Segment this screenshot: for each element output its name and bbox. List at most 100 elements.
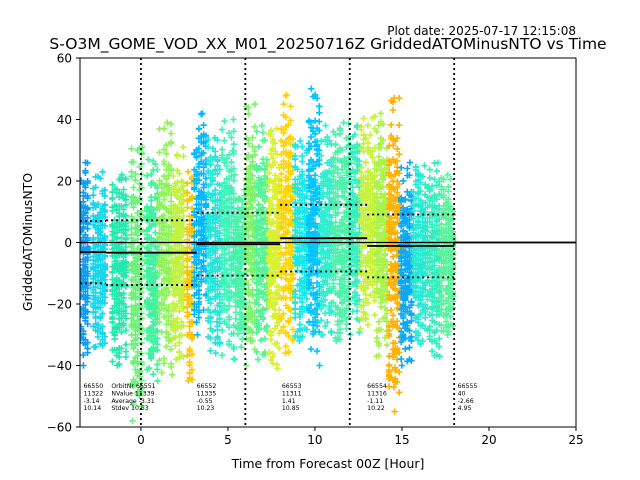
scatter-group-11 xyxy=(231,171,248,351)
orbit-annotation-line: 11316 xyxy=(367,390,387,397)
orbit-annotation-line: 11335 xyxy=(197,390,217,397)
scatter-group-13 xyxy=(253,122,271,363)
scatter-group-2 xyxy=(109,171,130,369)
scatter-point-outliers xyxy=(293,137,304,345)
orbit-annotation-line: -1.11 xyxy=(367,398,383,405)
scatter-point-outliers xyxy=(282,91,291,357)
scatter-point-outliers xyxy=(417,162,428,348)
plot-content: 66550 11322 -3.14 10.14 OrbitNr 66551 NValue … xyxy=(80,58,576,427)
scatter-point-outliers xyxy=(254,122,269,363)
scatter-point-outliers xyxy=(243,100,259,369)
scatter-point-column xyxy=(180,152,187,360)
scatter-group-15 xyxy=(278,91,297,357)
scatter-point-outliers xyxy=(398,159,414,369)
orbit-annotation-line: 10.14 xyxy=(83,405,101,412)
y-tick-label: −40 xyxy=(47,359,72,373)
scatter-point-outliers xyxy=(194,110,206,338)
orbit-annotation-line: 11311 xyxy=(282,390,302,397)
scatter-point-outliers xyxy=(319,122,335,338)
y-tick-label: 0 xyxy=(64,236,72,250)
scatter-group-7 xyxy=(183,168,196,385)
orbit-annotation-0: 66550 11322 -3.14 10.14 xyxy=(83,383,103,412)
y-axis-label: GriddedATOMinusNTO xyxy=(20,173,35,311)
orbit-annotation-line: -3.14 xyxy=(83,398,99,405)
orbit-annotation-line: 10.85 xyxy=(282,405,300,412)
chart-title: S-O3M_GOME_VOD_XX_M01_20250716Z GriddedA… xyxy=(49,35,606,54)
orbit-annotation-3: 66553 11311 1.41 10.85 xyxy=(282,383,302,412)
scatter-point-outliers xyxy=(229,116,238,363)
orbit-annotation-line: Stdev 10.53 xyxy=(111,405,148,412)
scatter-point-outliers xyxy=(183,168,192,385)
scatter-point-column xyxy=(438,174,445,335)
scatter-group-12 xyxy=(243,100,259,369)
orbit-annotation-line: 66552 xyxy=(197,383,217,390)
scatter-point-outliers xyxy=(173,144,187,363)
x-tick-label: 25 xyxy=(568,433,583,447)
scatter-point-outliers xyxy=(211,134,221,357)
scatter-group-16 xyxy=(292,137,310,345)
x-tick-label: 20 xyxy=(481,433,496,447)
y-tick-label: 60 xyxy=(57,52,72,66)
scatter-point-outliers xyxy=(444,171,454,338)
orbit-annotation-line: 11322 xyxy=(83,390,103,397)
scatter-point-column xyxy=(101,187,109,347)
x-axis: 0 5 10 15 20 25 xyxy=(137,427,584,447)
scatter-point-column xyxy=(385,142,393,390)
y-tick-label: −60 xyxy=(47,421,72,435)
x-tick-label: 5 xyxy=(224,433,232,447)
scatter-group-22 xyxy=(373,110,391,360)
scatter-point-column xyxy=(152,160,159,353)
orbit-annotation-line: NValue 11339 xyxy=(111,390,154,397)
scatter-group-10 xyxy=(218,116,238,363)
scatter-group-23 xyxy=(385,94,403,415)
scatter-group-26 xyxy=(424,159,443,360)
x-tick-label: 10 xyxy=(307,433,322,447)
orbit-annotation-line: 10.22 xyxy=(367,405,385,412)
scatter-group-1 xyxy=(90,168,109,351)
y-tick-label: 20 xyxy=(57,175,72,189)
orbit-annotation-line: 40 xyxy=(458,390,466,397)
scatter-point-outliers xyxy=(373,110,388,360)
orbit-annotation-line: 66553 xyxy=(282,383,302,390)
orbit-annotation-line: OrbitNr 66551 xyxy=(111,383,155,390)
scatter-point-outliers xyxy=(145,156,161,385)
scatter-point-outliers xyxy=(333,119,347,345)
orbit-annotation-line: -0.55 xyxy=(197,398,213,405)
scatter-group-9 xyxy=(205,134,223,357)
scatter-point-outliers xyxy=(231,171,245,351)
orbit-annotation-line: 10.23 xyxy=(197,405,215,412)
plot-area: 66550 11322 -3.14 10.14 OrbitNr 66551 NValue … xyxy=(80,58,576,427)
scatter-group-8 xyxy=(191,110,210,338)
scatter-point-column xyxy=(263,156,271,335)
scatter-point-outliers xyxy=(390,94,398,415)
orbit-annotation-line: 66550 xyxy=(83,383,103,390)
orbit-annotation-line: Average -3.31 xyxy=(111,398,154,405)
scatter-point-outliers xyxy=(129,144,146,425)
x-tick-label: 15 xyxy=(394,433,409,447)
scatter-group-6 xyxy=(170,144,187,363)
x-tick-label: 0 xyxy=(137,433,145,447)
scatter-point-outliers xyxy=(305,85,323,369)
scatter-group-24 xyxy=(398,159,415,369)
x-axis-label: Time from Forecast 00Z [Hour] xyxy=(231,456,425,471)
scatter-group-0 xyxy=(80,159,91,369)
scatter-group-4 xyxy=(143,156,161,385)
orbit-annotation-2: 66552 11335 -0.55 10.23 xyxy=(197,383,217,412)
scatter-point-outliers xyxy=(155,119,176,378)
y-tick-label: −20 xyxy=(47,298,72,312)
orbit-annotation-1: OrbitNr 66551 NValue 11339 Average -3.31 St… xyxy=(111,383,155,412)
orbit-annotation-line: 4.95 xyxy=(458,405,472,412)
orbit-annotation-line: -2.66 xyxy=(458,398,474,405)
orbit-annotation-line: 66554 xyxy=(367,383,387,390)
scatter-point-outliers xyxy=(265,125,281,372)
scatter-point-outliers xyxy=(80,159,89,369)
scatter-group-27 xyxy=(438,171,457,338)
plot-date: Plot date: 2025-07-17 12:15:08 xyxy=(387,24,576,38)
orbit-annotation-5: 66555 40 -2.66 4.95 xyxy=(458,383,478,412)
orbit-annotation-4: 66554 11316 -1.11 10.22 xyxy=(367,383,387,412)
scatter-group-14 xyxy=(265,125,283,372)
scatter-point-column xyxy=(330,128,337,306)
scatter-point-outliers xyxy=(114,171,125,369)
scatter-point-outliers xyxy=(90,168,106,351)
scatter-point-outliers xyxy=(425,159,443,360)
